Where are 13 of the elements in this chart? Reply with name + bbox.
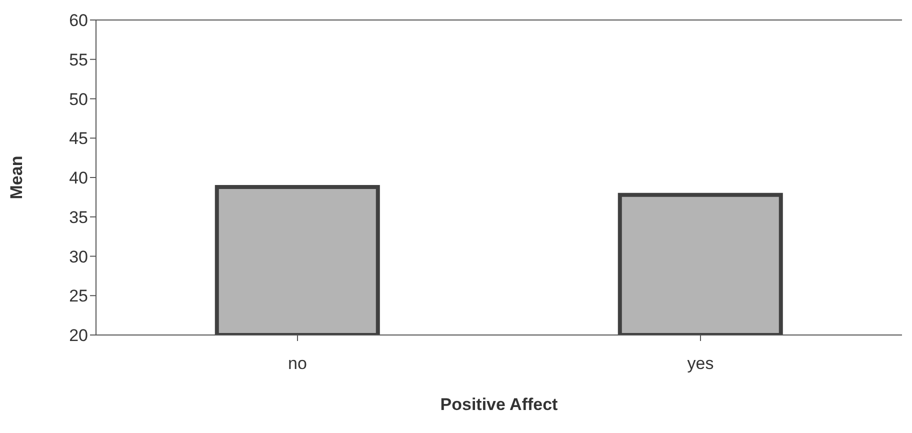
y-tick-label: 35 bbox=[69, 208, 88, 227]
x-tick-label: no bbox=[288, 354, 307, 374]
y-tick-label: 25 bbox=[69, 286, 88, 306]
y-tick-label: 40 bbox=[69, 168, 88, 188]
y-axis-title: Mean bbox=[7, 156, 26, 200]
y-tick-label: 50 bbox=[69, 90, 88, 109]
x-tick-label: yes bbox=[687, 354, 714, 374]
y-tick-label: 20 bbox=[69, 326, 88, 346]
y-tick-label: 60 bbox=[69, 11, 88, 30]
x-axis-title: Positive Affect bbox=[440, 395, 558, 414]
y-tick-label: 45 bbox=[69, 129, 88, 148]
y-tick-label: 55 bbox=[69, 50, 88, 70]
y-tick-label: 30 bbox=[69, 247, 88, 266]
